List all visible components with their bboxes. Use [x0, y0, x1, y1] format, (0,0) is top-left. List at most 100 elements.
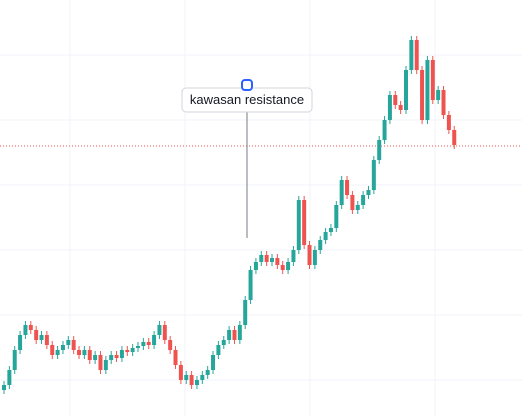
- candle-body: [350, 195, 355, 210]
- candle-body: [77, 350, 82, 355]
- candle: [93, 351, 98, 364]
- candle: [211, 351, 216, 374]
- candle: [184, 371, 189, 384]
- candle-body: [130, 348, 135, 352]
- candle: [173, 346, 178, 369]
- candle-body: [221, 340, 226, 345]
- candle-body: [377, 140, 382, 160]
- candle-body: [18, 335, 23, 350]
- candle: [200, 371, 205, 384]
- candle: [141, 338, 146, 350]
- candle: [136, 342, 140, 352]
- candle: [18, 331, 23, 354]
- candle: [291, 246, 296, 266]
- candle: [345, 176, 350, 199]
- candle: [130, 344, 135, 356]
- candle-body: [141, 342, 146, 346]
- candle-body: [103, 360, 108, 370]
- candle: [71, 336, 76, 354]
- candle: [7, 366, 12, 389]
- candle: [34, 326, 39, 344]
- candle: [157, 321, 162, 339]
- candle: [44, 331, 49, 349]
- candle-body: [146, 342, 151, 345]
- candle-body: [371, 160, 376, 190]
- candle-body: [296, 200, 301, 250]
- candle-body: [291, 250, 296, 262]
- candle: [227, 326, 232, 344]
- candle: [237, 321, 242, 344]
- candle: [387, 91, 392, 124]
- candle: [409, 36, 414, 74]
- candle-body: [114, 355, 119, 358]
- candle: [125, 346, 130, 356]
- candle: [446, 111, 451, 134]
- candle: [114, 351, 119, 362]
- candle: [259, 251, 264, 266]
- candle-body: [55, 350, 60, 355]
- candle-body: [7, 370, 12, 385]
- candle-body: [264, 255, 269, 262]
- candle: [350, 191, 355, 214]
- candle: [366, 186, 371, 199]
- candle: [146, 338, 151, 349]
- candle-body: [286, 262, 291, 270]
- candle-body: [302, 200, 307, 245]
- candle-body: [44, 335, 49, 345]
- candle-body: [441, 90, 446, 115]
- candle-body: [168, 340, 173, 350]
- candle: [82, 346, 87, 359]
- candle-body: [98, 355, 103, 370]
- candle-body: [34, 330, 39, 340]
- candle: [194, 376, 199, 389]
- candle-body: [125, 350, 130, 352]
- candle: [55, 346, 60, 359]
- candle: [452, 126, 457, 149]
- candle-body: [216, 345, 221, 355]
- candle: [39, 331, 44, 344]
- candle-body: [211, 355, 216, 370]
- candle-body: [345, 180, 350, 195]
- candle: [103, 356, 108, 374]
- candle: [205, 366, 210, 379]
- candle: [2, 381, 6, 394]
- candle: [307, 241, 312, 269]
- candle-body: [259, 255, 264, 262]
- candle: [334, 201, 339, 232]
- candle-body: [243, 300, 248, 325]
- candle-body: [420, 70, 425, 120]
- candle: [275, 254, 280, 269]
- candle: [430, 56, 435, 104]
- candle-body: [334, 205, 339, 228]
- candle-body: [237, 325, 242, 340]
- candle: [87, 346, 92, 364]
- candle-body: [12, 350, 17, 370]
- candle-body: [398, 105, 403, 110]
- candle-body: [173, 350, 178, 365]
- candle-body: [436, 90, 441, 100]
- candle-body: [318, 240, 323, 250]
- candle-body: [248, 270, 253, 300]
- candle: [168, 336, 173, 354]
- candle: [371, 156, 376, 194]
- candle-body: [28, 325, 33, 330]
- candle: [253, 258, 258, 274]
- candle: [66, 336, 71, 349]
- candle: [302, 196, 307, 249]
- candle: [152, 331, 157, 349]
- candle: [398, 101, 403, 114]
- candle-body: [446, 115, 451, 130]
- candle-body: [184, 375, 189, 380]
- candle-body: [393, 95, 398, 105]
- candle-body: [178, 365, 183, 380]
- candle-body: [387, 95, 392, 120]
- candle: [162, 321, 167, 344]
- candle: [216, 341, 221, 359]
- candle: [280, 261, 285, 274]
- candle-body: [227, 330, 232, 340]
- candle: [425, 56, 430, 124]
- candle-body: [82, 350, 87, 355]
- candle: [109, 351, 114, 364]
